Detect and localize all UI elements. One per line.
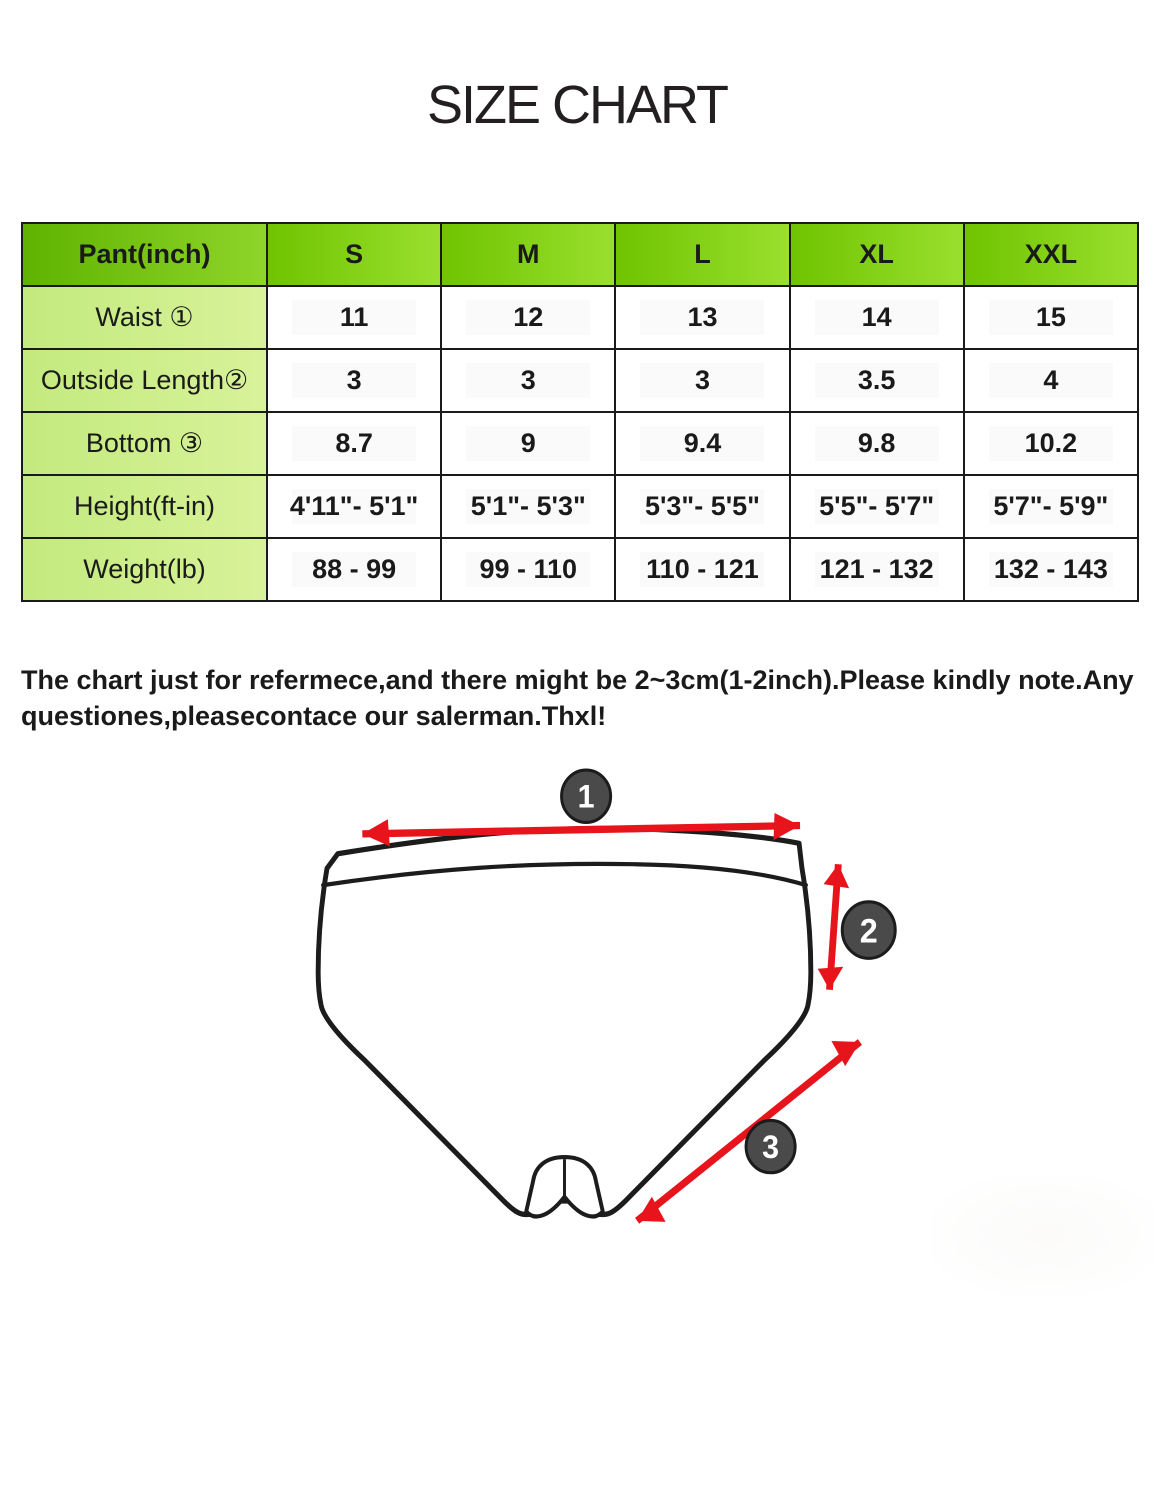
svg-text:2: 2 bbox=[860, 913, 878, 951]
svg-text:1: 1 bbox=[578, 779, 595, 815]
svg-text:3: 3 bbox=[762, 1129, 779, 1165]
